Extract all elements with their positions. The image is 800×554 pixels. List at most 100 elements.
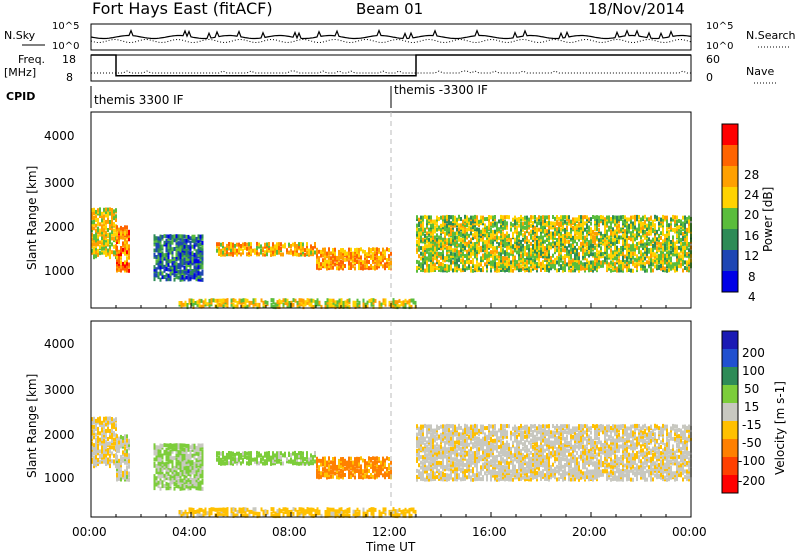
power-cell-826 [296,246,298,251]
velocity-cell-710 [232,459,234,464]
power-cell-3353 [638,262,640,267]
power-cell-1270 [310,298,313,303]
power-cell-1046 [372,260,374,265]
power-cell-2960 [592,239,594,244]
power-cell-1275 [314,300,317,305]
power-cell-819 [294,252,296,257]
power-cell-20 [93,242,95,247]
velocity-cell-161 [111,439,113,443]
power-cell-1747 [454,260,456,265]
velocity-cell-871 [318,475,320,480]
power-cell-2820 [576,242,578,246]
power-cell-133 [107,238,109,243]
velocity-cell-986 [352,463,354,468]
power-cell-1819 [462,254,464,259]
power-cell-2793 [574,268,576,273]
velocity-cell-900 [326,460,328,465]
power-cell-823 [294,241,296,246]
power-cell-2344 [522,266,524,271]
power-cell-864 [316,265,318,270]
power-cell-3660 [674,249,676,254]
velocity-cell-991 [354,467,356,471]
power-cell-1589 [436,223,438,228]
velocity-cell-981 [350,456,352,461]
power-cell-1063 [376,259,378,264]
power-cell-1134 [200,298,203,303]
power-cell-1396 [416,268,418,273]
velocity-cell-609 [193,449,196,454]
velocity-cell-627 [195,445,198,450]
power-cell-3643 [672,264,674,269]
power-cell-3529 [658,240,660,245]
power-cell-1978 [478,219,480,224]
velocity-cell-291 [128,453,130,458]
power-cell-2658 [558,262,560,267]
power-cell-3185 [618,239,620,244]
power-cell-2573 [546,223,548,228]
power-cell-2508 [540,248,542,253]
power-cell-329 [157,256,160,261]
power-cell-1029 [366,257,368,262]
power-cbar-bin-1 [722,145,738,166]
velocity-cell-729 [242,457,244,462]
nsky-tick-top: 10^5 [52,21,79,32]
power-cell-675 [201,236,204,241]
power-cell-3592 [666,256,668,261]
velocity-cell-888 [324,473,326,478]
power-cell-3449 [648,225,650,230]
power-cell-929 [334,247,336,252]
power-cell-2244 [510,260,512,265]
power-cell-905 [328,258,330,263]
power-cell-3406 [644,256,646,261]
power-cell-2487 [538,262,540,267]
power-cell-2507 [540,251,542,256]
power-cell-3372 [640,252,642,257]
velocity-cell-725 [240,461,242,466]
velocity-cell-157 [111,459,113,464]
power-cell-259 [124,251,126,256]
power-cell-1187 [242,298,245,303]
power-cell-2910 [586,225,588,230]
power-cell-1084 [382,250,384,254]
power-cell-2532 [542,239,544,244]
power-cell-2451 [534,255,536,260]
power-cell-2706 [562,225,564,229]
power-cell-1103 [388,248,390,252]
power-cell-3426 [646,246,648,250]
velocity-cell-1033 [368,475,370,480]
power-cell-1789 [458,237,460,242]
velocity-cell-1004 [358,464,360,469]
velocity-cell-732 [244,455,246,459]
power-cell-3676 [676,252,678,257]
velocity-cell-197 [115,417,117,422]
power-cell-154 [109,220,111,224]
power-cell-3367 [640,266,642,271]
power-cell-3180 [618,260,620,265]
velocity-cell-715 [234,457,236,462]
power-cell-2238 [508,238,510,242]
power-cell-2994 [596,248,598,253]
velocity-cell-769 [266,459,268,464]
power-cell-2624 [552,221,554,226]
velocity-cell-171 [113,459,115,464]
velocity-cell-600 [193,476,196,481]
power-cell-3341 [636,260,638,265]
power-cell-136 [107,228,109,232]
power-cell-1582 [436,247,438,252]
power-cell-1659 [444,231,446,236]
power-cell-2288 [516,264,518,269]
velocity-cell-743 [250,459,252,464]
velocity-cell-3 [91,451,93,456]
power-cell-2218 [506,237,508,242]
power-cell-972 [348,251,350,256]
power-cell-799 [278,242,280,247]
velocity-cell-1016 [362,469,364,474]
power-cell-243 [122,266,124,271]
power-cell-2572 [546,229,548,234]
power-cell-1763 [456,264,458,269]
velocity-cell-1 [91,457,93,462]
power-cell-267 [124,227,126,232]
power-cell-1508 [428,243,430,248]
power-cell-2120 [496,268,498,273]
power-cell-1290 [328,302,331,307]
